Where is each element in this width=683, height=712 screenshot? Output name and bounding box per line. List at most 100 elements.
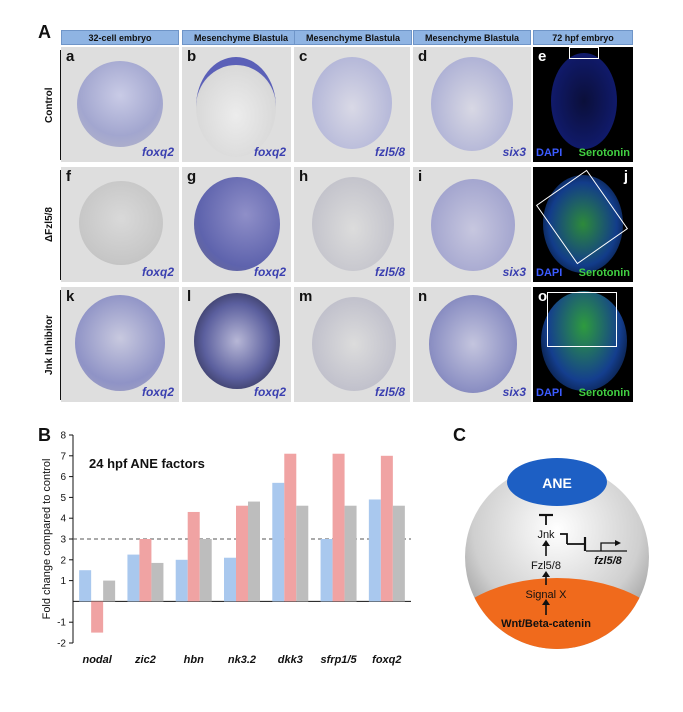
panel-letter-g: g bbox=[187, 168, 197, 185]
serotonin-label: Serotonin bbox=[578, 387, 630, 399]
bar bbox=[199, 539, 212, 602]
gene-label: foxq2 bbox=[253, 265, 286, 279]
row-label-dfzl58: ΔFzl5/8 bbox=[44, 207, 55, 243]
bar bbox=[284, 453, 297, 602]
y-tick-label: 6 bbox=[60, 472, 66, 483]
bar bbox=[103, 580, 116, 602]
image-panel-a: a foxq2 bbox=[61, 47, 179, 162]
bar bbox=[187, 511, 200, 602]
gene-label: fzl5/8 bbox=[374, 265, 405, 279]
panel-letter-l: l bbox=[187, 288, 192, 305]
image-panel-m: m fzl5/8 bbox=[294, 287, 410, 402]
arrow-head bbox=[542, 599, 550, 605]
image-panel-f: f foxq2 bbox=[61, 167, 179, 282]
col-header-2: Mesenchyme Blastula bbox=[182, 30, 300, 45]
image-panel-d: d six3 bbox=[413, 47, 531, 162]
y-tick-label: 1 bbox=[60, 576, 66, 587]
gene-label: foxq2 bbox=[141, 385, 174, 399]
bar bbox=[332, 453, 345, 602]
bar bbox=[296, 505, 309, 602]
bar bbox=[368, 499, 381, 602]
fzl58-gene-label: fzl5/8 bbox=[594, 555, 622, 567]
panel-letter-o: o bbox=[538, 288, 548, 305]
arrow-head bbox=[542, 571, 550, 577]
panel-letter-n: n bbox=[418, 288, 428, 305]
y-tick-label: 7 bbox=[60, 451, 66, 462]
panel-letter-j: j bbox=[623, 168, 628, 185]
chart-title: 24 hpf ANE factors bbox=[89, 456, 205, 471]
bar bbox=[224, 557, 236, 602]
image-panel-h: h fzl5/8 bbox=[294, 167, 410, 282]
x-tick-label: nodal bbox=[82, 654, 112, 666]
gene-label: fzl5/8 bbox=[374, 385, 405, 399]
gene-label: foxq2 bbox=[253, 385, 286, 399]
y-tick-label: 3 bbox=[60, 535, 66, 546]
gene-label: six3 bbox=[502, 145, 526, 159]
bar bbox=[91, 601, 104, 633]
dapi-label: DAPI bbox=[536, 387, 563, 399]
y-tick-label: 2 bbox=[60, 555, 66, 566]
bar bbox=[344, 505, 357, 602]
row-label-jnk: Jnk Inhibitor bbox=[44, 315, 55, 375]
y-tick-label: 8 bbox=[60, 431, 66, 442]
roi-box bbox=[569, 47, 599, 59]
image-panel-o: o DAPI Serotonin bbox=[533, 287, 633, 402]
vegetal-region bbox=[465, 578, 649, 649]
bar bbox=[236, 505, 248, 602]
col-header-5: 72 hpf embryo bbox=[533, 30, 633, 45]
bar bbox=[151, 562, 164, 602]
col-header-4: Mesenchyme Blastula bbox=[413, 30, 531, 45]
bar bbox=[175, 559, 188, 602]
x-tick-label: zic2 bbox=[134, 654, 156, 666]
y-tick-label: 4 bbox=[60, 514, 66, 525]
row-label-control: Control bbox=[44, 87, 55, 123]
panel-letter-h: h bbox=[299, 168, 309, 185]
gene-label: fzl5/8 bbox=[374, 145, 405, 159]
wnt-label: Wnt/Beta-catenin bbox=[501, 618, 591, 630]
x-tick-label: sfrp1/5 bbox=[321, 654, 358, 666]
transcription-arrow bbox=[615, 540, 621, 546]
panel-b-label: B bbox=[38, 425, 51, 445]
panel-letter-e: e bbox=[538, 48, 547, 65]
y-tick-label: -1 bbox=[57, 618, 66, 629]
bar bbox=[139, 539, 152, 602]
panel-letter-f: f bbox=[66, 168, 71, 185]
bar bbox=[320, 539, 333, 602]
panel-letter-i: i bbox=[418, 168, 423, 185]
gene-label: six3 bbox=[502, 385, 526, 399]
panel-c-label: C bbox=[453, 425, 466, 445]
panel-letter-c: c bbox=[299, 48, 308, 65]
fzl58-label: Fzl5/8 bbox=[531, 560, 561, 572]
col-header-3: Mesenchyme Blastula bbox=[294, 30, 412, 45]
gene-label: six3 bbox=[502, 265, 526, 279]
x-tick-label: dkk3 bbox=[278, 654, 303, 666]
bar bbox=[79, 570, 92, 602]
panel-letter-a: a bbox=[66, 48, 75, 65]
bar bbox=[380, 455, 393, 602]
bar bbox=[392, 505, 405, 602]
bar bbox=[127, 554, 140, 602]
panel-a-label: A bbox=[38, 22, 51, 42]
image-panel-k: k foxq2 bbox=[61, 287, 179, 402]
col-header-1: 32-cell embryo bbox=[61, 30, 179, 45]
y-tick-label: -2 bbox=[57, 639, 66, 650]
image-panel-j: j DAPI Serotonin bbox=[533, 167, 633, 282]
y-tick-label: 5 bbox=[60, 493, 66, 504]
bar-chart: -2 -1 1 2 3 4 5 6 7 8 nodal zic2 hbn nk3.2 dkk3 sfrp1/5… bbox=[41, 431, 411, 666]
image-panel-n: n six3 bbox=[413, 287, 531, 402]
serotonin-label: Serotonin bbox=[578, 267, 630, 279]
panel-letter-b: b bbox=[187, 48, 197, 65]
dapi-label: DAPI bbox=[536, 267, 563, 279]
image-panel-c: c fzl5/8 bbox=[294, 47, 410, 162]
jnk-label: Jnk bbox=[537, 529, 555, 541]
panel-letter-d: d bbox=[418, 48, 428, 65]
bar bbox=[248, 501, 260, 602]
image-panel-i: i six3 bbox=[413, 167, 531, 282]
serotonin-label: Serotonin bbox=[578, 147, 630, 159]
y-axis-label: Fold change compared to control bbox=[41, 459, 53, 620]
gene-label: foxq2 bbox=[141, 145, 174, 159]
ane-region bbox=[507, 458, 607, 506]
panel-letter-k: k bbox=[66, 288, 75, 305]
ane-label: ANE bbox=[542, 475, 572, 491]
image-panel-l: l foxq2 bbox=[182, 287, 291, 402]
